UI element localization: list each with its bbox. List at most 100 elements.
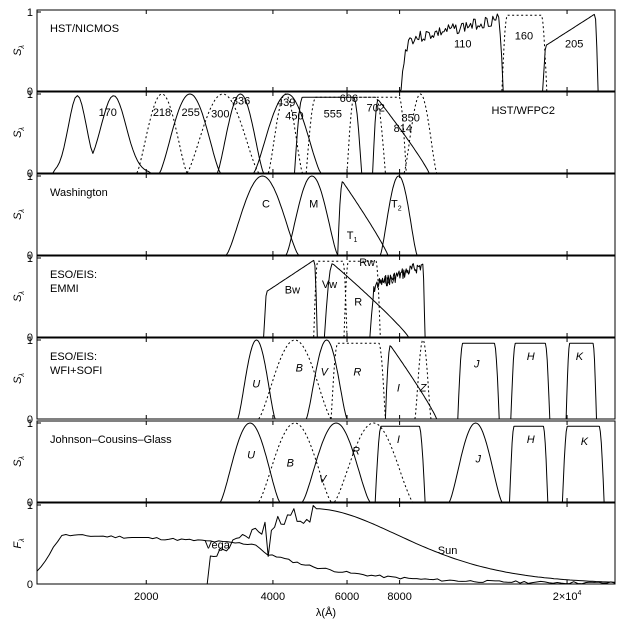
- filter-curve-170: [52, 95, 152, 174]
- spectrum-vega: [36, 534, 616, 585]
- y-axis-label: Sλ: [12, 456, 26, 467]
- filter-curve-218: [136, 93, 188, 174]
- y-tick-label: 0: [27, 86, 33, 98]
- filter-label: B: [287, 457, 294, 469]
- filter-curve-814: [372, 99, 430, 174]
- panel-frame: [36, 337, 616, 420]
- filter-curve-Rw: [343, 260, 381, 338]
- panel-frame: [36, 420, 616, 503]
- panel-frame: [36, 91, 616, 174]
- y-axis-label: Sλ: [12, 45, 26, 56]
- y-tick-label: 1: [27, 7, 33, 19]
- filter-curve-336: [216, 93, 265, 174]
- filter-curve-450: [253, 93, 322, 174]
- filter-curve-T2: [379, 175, 418, 256]
- filter-label: R: [352, 446, 360, 458]
- filter-curve-K: [561, 425, 605, 503]
- y-tick-label: 0: [27, 497, 33, 509]
- filter-curve-Bw: [263, 259, 318, 338]
- filter-curve-205: [542, 13, 599, 92]
- filter-curve-T1: [337, 181, 389, 256]
- filter-label: 606: [340, 93, 358, 105]
- filter-label: R: [354, 296, 362, 308]
- filter-label: 850: [401, 113, 419, 125]
- filter-label: I: [397, 382, 400, 394]
- filter-label: 450: [285, 110, 303, 122]
- filter-curve-160: [501, 14, 548, 92]
- filter-curve-I: [384, 345, 438, 420]
- x-tick-label: 2000: [134, 591, 158, 603]
- filter-curve-110: [399, 13, 504, 92]
- panel-title: HST/WFPC2: [491, 105, 555, 117]
- y-tick-label: 0: [27, 250, 33, 262]
- panel-title: EMMI: [50, 283, 79, 295]
- filter-label: U: [252, 378, 260, 390]
- filter-curve-Z: [414, 339, 432, 420]
- filter-curve-R: [323, 263, 409, 338]
- panel-title: ESO/EIS:: [50, 351, 97, 363]
- filter-label: Z: [419, 382, 428, 394]
- panel-frame: [36, 173, 616, 256]
- filter-curve-J: [457, 342, 500, 420]
- filter-label: V: [319, 473, 328, 485]
- y-tick-label: 1: [27, 89, 33, 101]
- filter-label: I: [397, 434, 400, 446]
- panel-title: Washington: [50, 187, 108, 199]
- filter-label: M: [309, 199, 318, 211]
- panel-title: HST/NICMOS: [50, 23, 119, 35]
- filter-label: Rw: [359, 257, 375, 269]
- filter-label: 555: [324, 109, 342, 121]
- spectrum-sun: [37, 505, 616, 585]
- filter-label: Iw: [384, 274, 395, 286]
- filter-label: J: [474, 454, 481, 466]
- y-tick-label: 1: [27, 500, 33, 512]
- y-tick-label: 0: [27, 168, 33, 180]
- filter-label: 439: [277, 97, 295, 109]
- spectrum-label: Vega: [205, 539, 231, 551]
- filter-label: 814: [394, 123, 412, 135]
- filter-curve-255: [159, 93, 221, 174]
- filter-label: V: [321, 367, 330, 379]
- spectrum-label: Sun: [438, 545, 458, 557]
- filter-label: R: [353, 367, 361, 379]
- x-axis-label: λ(Å): [316, 606, 336, 619]
- filter-label: K: [581, 436, 589, 448]
- y-axis-label: Fλ: [12, 538, 26, 549]
- filter-curve-555: [294, 96, 363, 174]
- filter-label: H: [527, 434, 535, 446]
- filter-curve-V: [301, 422, 371, 503]
- y-tick-label: 1: [27, 335, 33, 347]
- y-tick-label: 0: [27, 579, 33, 591]
- filter-label: 160: [515, 31, 533, 43]
- filter-curve-I: [374, 425, 426, 503]
- filter-label: 702: [367, 102, 385, 114]
- panel-frame: [36, 502, 616, 585]
- y-tick-label: 1: [27, 418, 33, 430]
- filter-curve-850: [403, 93, 438, 174]
- filter-curve-R: [333, 422, 414, 503]
- filter-curve-J: [448, 422, 503, 503]
- y-axis-label: Sλ: [12, 127, 26, 138]
- filter-curve-Vw: [313, 260, 348, 338]
- filter-curve-Iw: [369, 263, 426, 338]
- filter-curve-K: [565, 342, 597, 420]
- filter-label: 205: [565, 39, 583, 51]
- panel-title: ESO/EIS:: [50, 269, 97, 281]
- y-tick-label: 1: [27, 253, 33, 265]
- x-tick-label: 8000: [387, 591, 411, 603]
- filter-label: 110: [454, 39, 472, 51]
- x-tick-label: 6000: [335, 591, 359, 603]
- filter-label: K: [576, 351, 584, 363]
- filter-label: 255: [181, 107, 199, 119]
- filter-label: H: [527, 351, 535, 363]
- y-tick-label: 1: [27, 171, 33, 183]
- filter-curve-C: [225, 175, 299, 256]
